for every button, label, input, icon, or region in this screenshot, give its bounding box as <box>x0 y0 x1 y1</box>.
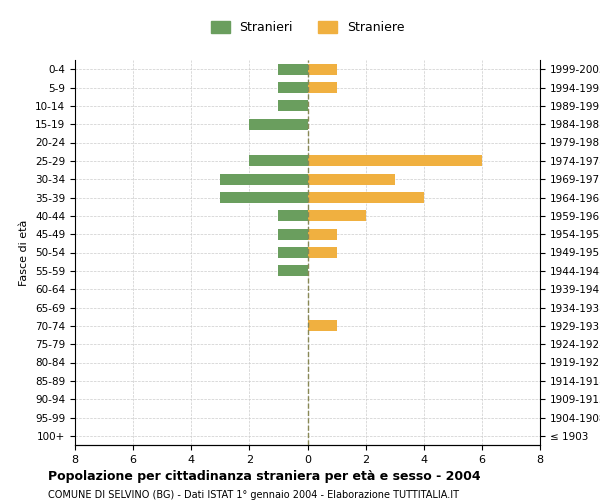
Bar <box>220 174 308 184</box>
Bar <box>278 266 308 276</box>
Bar <box>308 156 482 166</box>
Bar <box>250 156 308 166</box>
Bar <box>308 247 337 258</box>
Text: COMUNE DI SELVINO (BG) - Dati ISTAT 1° gennaio 2004 - Elaborazione TUTTITALIA.IT: COMUNE DI SELVINO (BG) - Dati ISTAT 1° g… <box>48 490 459 500</box>
Bar <box>308 192 424 203</box>
Bar <box>278 82 308 93</box>
Bar <box>220 192 308 203</box>
Bar <box>308 174 395 184</box>
Bar <box>308 82 337 93</box>
Y-axis label: Fasce di età: Fasce di età <box>19 220 29 286</box>
Bar <box>308 320 337 332</box>
Bar <box>308 228 337 239</box>
Bar <box>278 64 308 74</box>
Bar <box>308 64 337 74</box>
Bar <box>278 247 308 258</box>
Bar <box>278 100 308 112</box>
Bar <box>278 228 308 239</box>
Bar <box>278 210 308 222</box>
Text: Popolazione per cittadinanza straniera per età e sesso - 2004: Popolazione per cittadinanza straniera p… <box>48 470 481 483</box>
Bar <box>250 118 308 130</box>
Legend: Stranieri, Straniere: Stranieri, Straniere <box>206 16 409 39</box>
Bar <box>308 210 365 222</box>
